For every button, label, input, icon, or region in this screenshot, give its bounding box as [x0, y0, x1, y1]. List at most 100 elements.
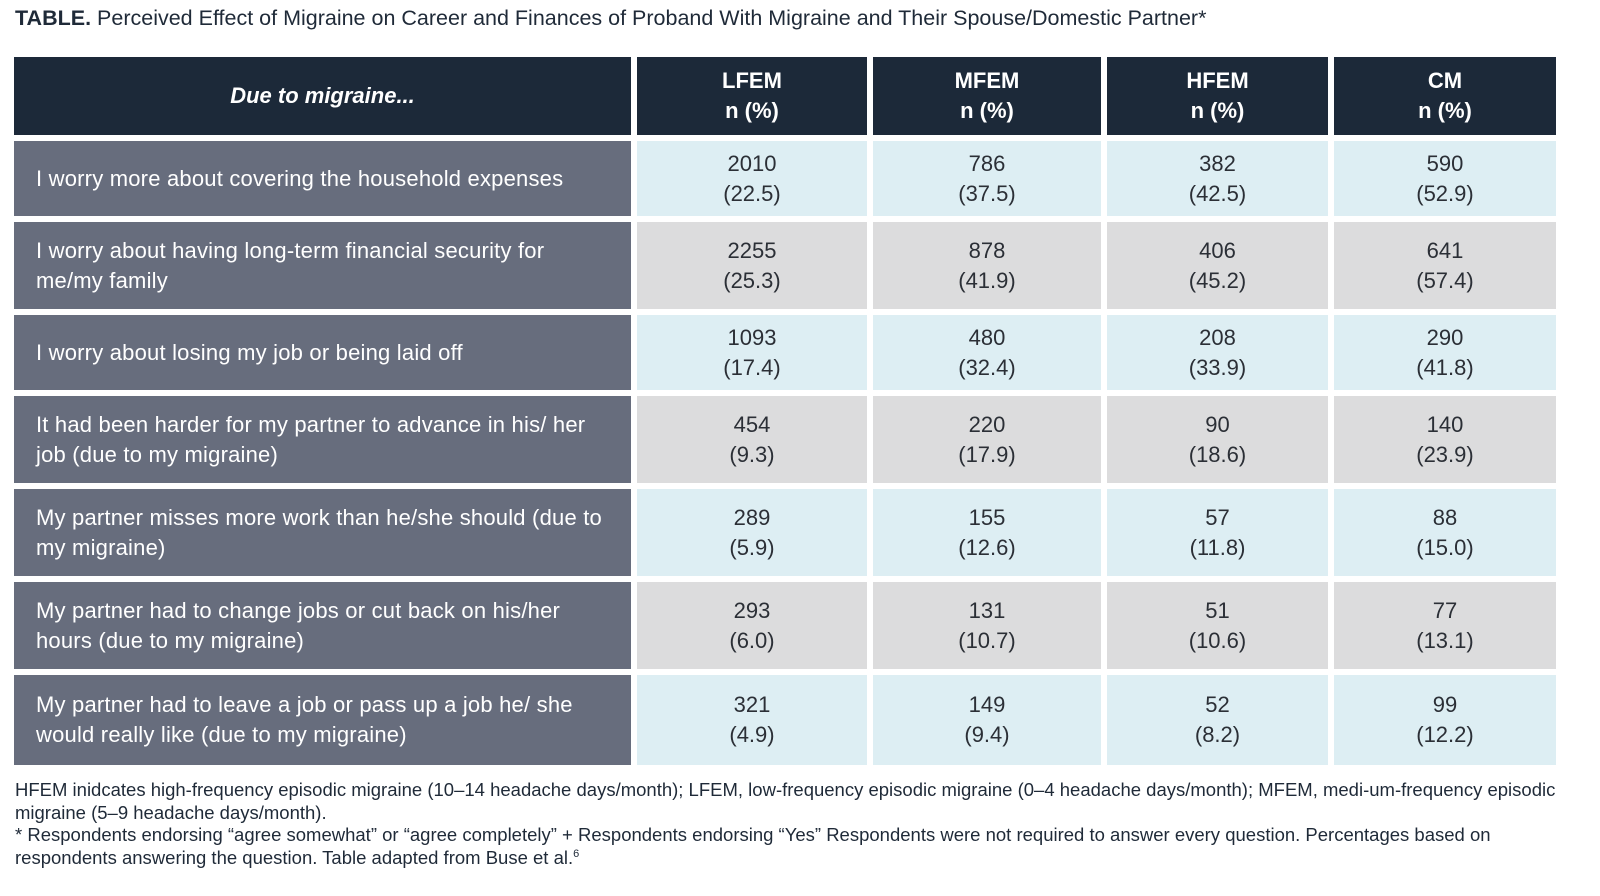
- cell-count: 88: [1432, 504, 1458, 530]
- cell-count: 149: [968, 692, 1006, 717]
- row-label: My partner had to leave a job or pass up…: [14, 675, 631, 765]
- table-cell: 878 (41.9): [873, 222, 1101, 309]
- cell-count: 90: [1205, 411, 1230, 437]
- cell-percent: (12.6): [958, 534, 1016, 560]
- row-label: I worry more about covering the househol…: [14, 141, 631, 216]
- table-cell: 480 (32.4): [873, 315, 1101, 390]
- table-cell: 289 (5.9): [637, 489, 867, 576]
- cell-count: 382: [1199, 150, 1236, 176]
- table-cell: 290 (41.8): [1334, 315, 1556, 390]
- cell-count: 57: [1205, 504, 1230, 530]
- caption-text: Perceived Effect of Migraine on Career a…: [97, 6, 1207, 30]
- table-cell: 641 (57.4): [1334, 222, 1556, 309]
- cell-percent: (10.7): [958, 627, 1016, 653]
- column-header-mfem: MFEM n (%): [873, 57, 1101, 135]
- cell-count: 131: [968, 597, 1006, 623]
- cell-count: 321: [733, 692, 771, 717]
- table-cell: 208 (33.9): [1107, 315, 1328, 390]
- table-cell: 293 (6.0): [637, 582, 867, 669]
- table-row: My partner had to leave a job or pass up…: [14, 675, 1556, 765]
- cell-percent: (42.5): [1188, 180, 1247, 206]
- column-header-unit: n (%): [725, 98, 779, 123]
- table-cell: 590 (52.9): [1334, 141, 1556, 216]
- cell-count: 293: [733, 597, 771, 623]
- cell-percent: (9.4): [964, 722, 1010, 747]
- cell-percent: (12.2): [1416, 722, 1474, 747]
- cell-count: 1093: [727, 324, 777, 350]
- column-header-name: LFEM: [722, 68, 782, 93]
- cell-percent: (41.8): [1416, 354, 1474, 380]
- column-header-name: HFEM: [1186, 68, 1249, 93]
- cell-percent: (25.3): [723, 267, 781, 293]
- cell-count: 77: [1432, 597, 1458, 623]
- data-table: Due to migraine... LFEM n (%) MFEM n (%)…: [8, 51, 1562, 771]
- table-cell: 131 (10.7): [873, 582, 1101, 669]
- table-cell: 454 (9.3): [637, 396, 867, 483]
- cell-count: 208: [1199, 324, 1236, 350]
- cell-percent: (18.6): [1188, 441, 1247, 467]
- column-header-name: MFEM: [954, 68, 1020, 93]
- cell-percent: (41.9): [958, 267, 1016, 293]
- cell-percent: (8.2): [1194, 722, 1241, 747]
- cell-count: 2010: [727, 150, 777, 176]
- cell-count: 52: [1205, 692, 1230, 717]
- table-cell: 1093 (17.4): [637, 315, 867, 390]
- cell-percent: (32.4): [958, 354, 1016, 380]
- column-header-unit: n (%): [1190, 98, 1245, 123]
- cell-percent: (57.4): [1416, 267, 1474, 293]
- table-row: It had been harder for my partner to adv…: [14, 396, 1556, 483]
- footnote: * Respondents endorsing “agree somewhat”…: [15, 824, 1575, 869]
- cell-count: 590: [1426, 150, 1464, 176]
- cell-percent: (45.2): [1188, 267, 1247, 293]
- table-cell: 140 (23.9): [1334, 396, 1556, 483]
- table-cell: 786 (37.5): [873, 141, 1101, 216]
- reference-number: 6: [573, 847, 580, 860]
- table-cell: 77 (13.1): [1334, 582, 1556, 669]
- cell-percent: (33.9): [1188, 354, 1247, 380]
- table-cell: 51 (10.6): [1107, 582, 1328, 669]
- row-label: I worry about losing my job or being lai…: [14, 315, 631, 390]
- cell-percent: (9.3): [729, 441, 775, 467]
- cell-count: 220: [968, 411, 1006, 437]
- table-cell: 382 (42.5): [1107, 141, 1328, 216]
- column-header-row-label: Due to migraine...: [14, 57, 631, 135]
- cell-percent: (52.9): [1416, 180, 1474, 206]
- cell-count: 406: [1199, 237, 1236, 263]
- column-header-cm: CM n (%): [1334, 57, 1556, 135]
- cell-count: 480: [968, 324, 1006, 350]
- cell-count: 786: [968, 150, 1006, 176]
- column-header-name: CM: [1427, 68, 1463, 93]
- cell-percent: (6.0): [729, 627, 775, 653]
- cell-count: 641: [1426, 237, 1464, 263]
- footnote-text: * Respondents endorsing “agree somewhat”…: [15, 824, 1491, 868]
- column-header-unit: n (%): [1418, 98, 1472, 123]
- table-cell: 321 (4.9): [637, 675, 867, 765]
- table-cell: 2255 (25.3): [637, 222, 867, 309]
- row-label: I worry about having long-term financial…: [14, 222, 631, 309]
- table-cell: 57 (11.8): [1107, 489, 1328, 576]
- table-cell: 90 (18.6): [1107, 396, 1328, 483]
- table-row: My partner had to change jobs or cut bac…: [14, 582, 1556, 669]
- row-label: It had been harder for my partner to adv…: [14, 396, 631, 483]
- cell-percent: (4.9): [729, 722, 775, 747]
- table-row: My partner misses more work than he/she …: [14, 489, 1556, 576]
- table-cell: 149 (9.4): [873, 675, 1101, 765]
- cell-count: 99: [1432, 692, 1458, 717]
- column-header-unit: n (%): [960, 98, 1014, 123]
- header-row: Due to migraine... LFEM n (%) MFEM n (%)…: [14, 57, 1556, 135]
- table-caption: TABLE. Perceived Effect of Migraine on C…: [15, 4, 1206, 32]
- cell-count: 140: [1426, 411, 1464, 437]
- table-row: I worry about having long-term financial…: [14, 222, 1556, 309]
- caption-label: TABLE.: [15, 6, 92, 30]
- table-cell: 406 (45.2): [1107, 222, 1328, 309]
- row-label: My partner misses more work than he/she …: [14, 489, 631, 576]
- data-table-container: Due to migraine... LFEM n (%) MFEM n (%)…: [14, 57, 1588, 765]
- cell-percent: (10.6): [1188, 627, 1247, 653]
- cell-count: 878: [968, 237, 1006, 263]
- cell-percent: (22.5): [723, 180, 781, 206]
- cell-percent: (23.9): [1416, 441, 1474, 467]
- cell-percent: (17.9): [958, 441, 1016, 467]
- table-cell: 155 (12.6): [873, 489, 1101, 576]
- table-row: I worry more about covering the househol…: [14, 141, 1556, 216]
- column-header-lfem: LFEM n (%): [637, 57, 867, 135]
